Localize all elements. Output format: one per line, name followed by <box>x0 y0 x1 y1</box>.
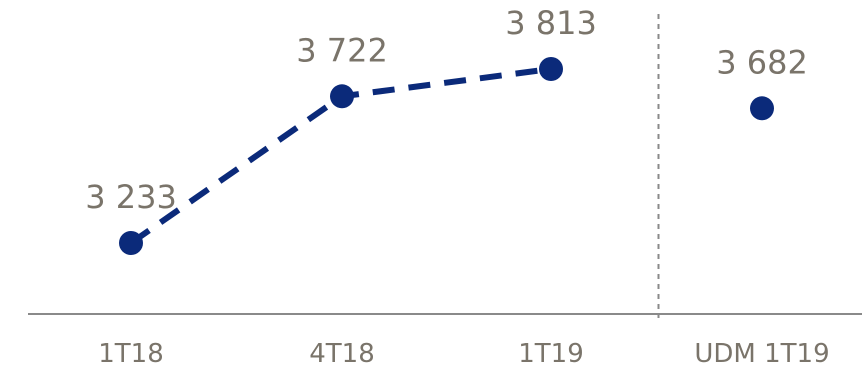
data-label-3: 3 813 <box>505 4 597 42</box>
data-point-1 <box>119 231 143 255</box>
x-tick-label-3: 1T19 <box>518 339 584 368</box>
data-label-2: 3 722 <box>296 31 388 69</box>
x-tick-label-4: UDM 1T19 <box>694 339 829 368</box>
data-points <box>119 57 774 255</box>
data-point-2 <box>330 84 354 109</box>
data-label-1: 3 233 <box>85 178 177 216</box>
data-point-3 <box>539 57 563 81</box>
x-tick-label-1: 1T18 <box>98 339 164 368</box>
data-point-4 <box>750 96 774 121</box>
x-tick-label-2: 4T18 <box>309 339 375 368</box>
x-tick-labels: 1T18 4T18 1T19 UDM 1T19 <box>98 339 829 368</box>
data-labels: 3 233 3 722 3 813 3 682 <box>85 4 808 216</box>
data-label-4: 3 682 <box>716 43 808 81</box>
